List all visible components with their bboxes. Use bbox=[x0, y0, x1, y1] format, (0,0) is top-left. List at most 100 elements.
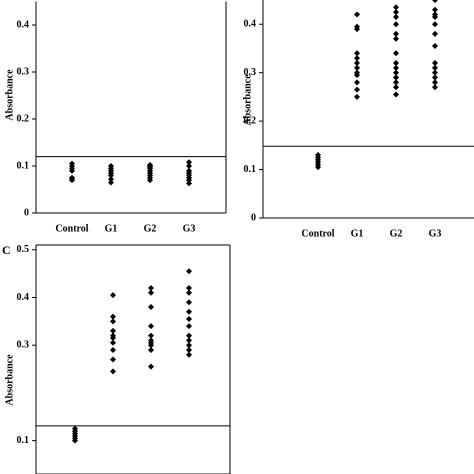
y-axis-label: Absorbance bbox=[4, 354, 15, 406]
point bbox=[186, 346, 192, 353]
point bbox=[186, 268, 192, 275]
point bbox=[186, 337, 192, 344]
point bbox=[432, 30, 438, 37]
x-tick-label: G1 bbox=[351, 228, 364, 239]
point bbox=[393, 74, 399, 81]
point bbox=[354, 23, 360, 30]
point bbox=[432, 84, 438, 91]
point bbox=[432, 43, 438, 50]
point bbox=[110, 313, 116, 320]
point bbox=[148, 304, 154, 311]
point bbox=[393, 35, 399, 42]
point bbox=[148, 284, 154, 291]
point bbox=[354, 55, 360, 62]
point bbox=[393, 64, 399, 71]
point bbox=[315, 152, 321, 159]
y-tick-label: 0.2 bbox=[17, 113, 30, 124]
point bbox=[69, 160, 75, 167]
point bbox=[108, 179, 114, 186]
y-tick-label: 0.4 bbox=[17, 19, 30, 30]
point bbox=[432, 69, 438, 76]
point bbox=[432, 21, 438, 28]
point bbox=[354, 86, 360, 93]
point bbox=[72, 425, 78, 432]
y-tick-label: 0.5 bbox=[17, 244, 30, 255]
point bbox=[393, 13, 399, 20]
point bbox=[186, 315, 192, 322]
x-tick-label: G2 bbox=[144, 223, 157, 234]
point bbox=[354, 93, 360, 100]
y-tick-label: 0.1 bbox=[244, 164, 257, 175]
y-tick-label: 0.4 bbox=[17, 292, 30, 303]
point bbox=[186, 323, 192, 330]
y-tick-label: 0.3 bbox=[17, 66, 30, 77]
point bbox=[110, 292, 116, 299]
x-tick-label: Control bbox=[55, 223, 88, 234]
panel-label: C bbox=[2, 243, 11, 257]
point bbox=[393, 91, 399, 98]
point bbox=[110, 339, 116, 346]
point bbox=[393, 9, 399, 16]
point bbox=[354, 69, 360, 76]
y-tick-label: 0.2 bbox=[244, 115, 257, 126]
point bbox=[110, 327, 116, 334]
point bbox=[393, 21, 399, 28]
point bbox=[148, 332, 154, 339]
point bbox=[148, 337, 154, 344]
point bbox=[186, 289, 192, 296]
point bbox=[186, 163, 192, 169]
point bbox=[393, 50, 399, 57]
point bbox=[110, 332, 116, 339]
y-tick-label: 0.4 bbox=[244, 19, 257, 30]
point bbox=[393, 59, 399, 66]
y-tick-label: 0 bbox=[24, 207, 29, 218]
y-tick-label: 0.1 bbox=[17, 435, 30, 446]
point bbox=[393, 4, 399, 11]
y-axis-label: Absorbance bbox=[242, 74, 253, 126]
point bbox=[186, 299, 192, 306]
point bbox=[186, 167, 192, 174]
point bbox=[148, 289, 154, 296]
point bbox=[108, 176, 114, 183]
point bbox=[148, 346, 154, 353]
point bbox=[393, 84, 399, 91]
x-tick-label: G3 bbox=[429, 228, 442, 239]
point bbox=[148, 363, 154, 370]
point bbox=[354, 50, 360, 57]
point bbox=[354, 11, 360, 18]
point bbox=[148, 323, 154, 330]
point bbox=[186, 308, 192, 315]
y-tick-label: 0.1 bbox=[17, 160, 30, 171]
point bbox=[186, 342, 192, 349]
y-tick-label: 0 bbox=[251, 212, 256, 223]
point bbox=[186, 284, 192, 291]
x-tick-label: G2 bbox=[390, 228, 403, 239]
point bbox=[432, 74, 438, 81]
point bbox=[186, 159, 192, 166]
point bbox=[432, 0, 438, 3]
point bbox=[354, 79, 360, 86]
point bbox=[393, 30, 399, 37]
point bbox=[110, 318, 116, 325]
point bbox=[354, 64, 360, 71]
x-tick-label: Control bbox=[301, 228, 334, 239]
point bbox=[432, 11, 438, 18]
point bbox=[110, 356, 116, 363]
point bbox=[186, 351, 192, 358]
x-tick-label: G1 bbox=[105, 223, 118, 234]
y-tick-label: 0.3 bbox=[244, 67, 257, 78]
point bbox=[432, 6, 438, 13]
point bbox=[110, 368, 116, 375]
x-tick-label: G3 bbox=[183, 223, 196, 234]
point bbox=[432, 59, 438, 66]
point bbox=[69, 174, 75, 181]
point bbox=[110, 346, 116, 353]
point bbox=[354, 59, 360, 66]
y-axis-label: Absorbance bbox=[4, 69, 15, 121]
y-tick-label: 0.3 bbox=[17, 339, 30, 350]
point bbox=[432, 64, 438, 71]
point bbox=[186, 180, 192, 187]
point bbox=[393, 69, 399, 76]
point bbox=[186, 332, 192, 339]
